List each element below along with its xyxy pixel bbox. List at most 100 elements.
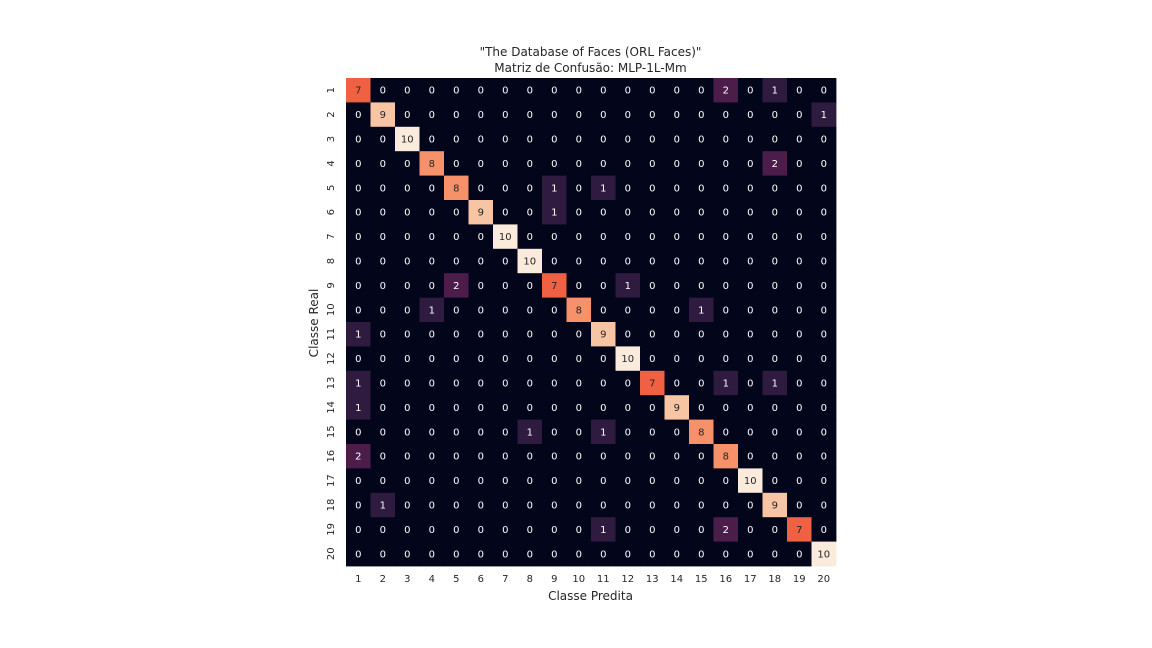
cell-value-label: 0 xyxy=(625,330,631,341)
heatmap-cell xyxy=(419,126,445,152)
heatmap-cell xyxy=(419,248,445,274)
cell-value-label: 0 xyxy=(772,549,778,560)
heatmap-cell xyxy=(493,224,518,250)
heatmap-cell xyxy=(419,346,445,372)
cell-value-label: 2 xyxy=(772,159,778,170)
heatmap-cell xyxy=(566,102,592,128)
cell-value-label: 0 xyxy=(453,549,459,560)
heatmap-cell xyxy=(640,419,665,445)
heatmap-cell xyxy=(664,517,690,542)
cell-value-label: 0 xyxy=(527,232,533,243)
cell-value-label: 0 xyxy=(600,354,606,365)
cell-value-label: 0 xyxy=(821,135,827,146)
heatmap-cell xyxy=(591,541,616,567)
cell-value-label: 0 xyxy=(404,452,410,463)
cell-value-label: 0 xyxy=(478,403,484,414)
cell-value-label: 0 xyxy=(723,427,729,438)
heatmap-cell xyxy=(640,322,665,347)
cell-value-label: 9 xyxy=(772,501,778,512)
y-tick-label: 16 xyxy=(326,450,337,463)
heatmap-cell xyxy=(615,200,641,225)
heatmap-cell xyxy=(738,200,763,225)
cell-value-label: 0 xyxy=(674,452,680,463)
heatmap-cell xyxy=(787,541,812,567)
heatmap-cell xyxy=(346,346,371,372)
cell-value-label: 0 xyxy=(551,403,557,414)
cell-value-label: 0 xyxy=(674,305,680,316)
cell-value-label: 0 xyxy=(429,501,435,512)
heatmap-cell xyxy=(419,322,445,347)
heatmap-cell xyxy=(811,273,837,298)
cell-value-label: 0 xyxy=(527,452,533,463)
cell-value-label: 0 xyxy=(698,135,704,146)
cell-value-label: 0 xyxy=(649,403,655,414)
heatmap-cell xyxy=(811,200,837,225)
cell-value-label: 0 xyxy=(649,452,655,463)
cell-value-label: 0 xyxy=(502,476,508,487)
cell-value-label: 2 xyxy=(453,281,459,292)
cell-value-label: 0 xyxy=(502,135,508,146)
heatmap-cell xyxy=(468,248,494,274)
heatmap-cell xyxy=(811,102,837,128)
heatmap-cell xyxy=(370,224,396,250)
heatmap-cell xyxy=(395,78,420,103)
cell-value-label: 0 xyxy=(527,379,533,390)
heatmap-cell xyxy=(468,78,494,103)
cell-value-label: 0 xyxy=(625,183,631,194)
cell-value-label: 0 xyxy=(551,330,557,341)
cell-value-label: 0 xyxy=(380,208,386,219)
cell-value-label: 0 xyxy=(502,159,508,170)
heatmap-cell xyxy=(689,126,714,152)
cell-value-label: 0 xyxy=(576,427,582,438)
cell-value-label: 0 xyxy=(576,525,582,536)
heatmap-cell xyxy=(762,419,788,445)
cell-value-label: 0 xyxy=(380,135,386,146)
cell-value-label: 0 xyxy=(674,159,680,170)
heatmap-cell xyxy=(444,346,469,372)
heatmap-cell xyxy=(542,126,567,152)
cell-value-label: 0 xyxy=(502,379,508,390)
heatmap-cell xyxy=(370,322,396,347)
heatmap-cell xyxy=(419,419,445,445)
heatmap-cell xyxy=(444,248,469,274)
cell-value-label: 0 xyxy=(429,110,435,121)
cell-value-label: 0 xyxy=(649,525,655,536)
x-tick-label: 20 xyxy=(817,574,830,585)
cell-value-label: 0 xyxy=(674,427,680,438)
heatmap-cell xyxy=(444,175,469,201)
cell-value-label: 0 xyxy=(649,257,655,268)
heatmap-cell xyxy=(615,126,641,152)
cell-value-label: 0 xyxy=(404,525,410,536)
cell-value-label: 0 xyxy=(698,354,704,365)
cell-value-label: 1 xyxy=(600,427,606,438)
heatmap-cell xyxy=(370,395,396,420)
heatmap-cell xyxy=(542,492,567,518)
cell-value-label: 0 xyxy=(551,354,557,365)
heatmap-cell xyxy=(346,517,371,542)
heatmap-cell xyxy=(738,444,763,469)
heatmap-cell xyxy=(566,224,592,250)
heatmap-cell xyxy=(493,444,518,469)
cell-value-label: 0 xyxy=(380,159,386,170)
cell-value-label: 0 xyxy=(478,305,484,316)
heatmap-cell xyxy=(713,370,739,396)
y-tick-label: 20 xyxy=(326,547,337,560)
heatmap-cell xyxy=(738,151,763,176)
heatmap-cell xyxy=(468,492,494,518)
heatmap-cell xyxy=(689,541,714,567)
heatmap-cell xyxy=(615,541,641,567)
heatmap-cell xyxy=(517,395,543,420)
heatmap-cell xyxy=(395,444,420,469)
cell-value-label: 0 xyxy=(429,476,435,487)
heatmap-cell xyxy=(615,224,641,250)
heatmap-cell xyxy=(419,224,445,250)
x-tick-label: 19 xyxy=(793,574,806,585)
heatmap-cell xyxy=(664,370,690,396)
cell-value-label: 0 xyxy=(747,525,753,536)
cell-value-label: 0 xyxy=(551,427,557,438)
cell-value-label: 0 xyxy=(502,452,508,463)
heatmap-cell xyxy=(468,102,494,128)
heatmap-cell xyxy=(419,395,445,420)
cell-value-label: 0 xyxy=(380,183,386,194)
heatmap-cell xyxy=(566,322,592,347)
